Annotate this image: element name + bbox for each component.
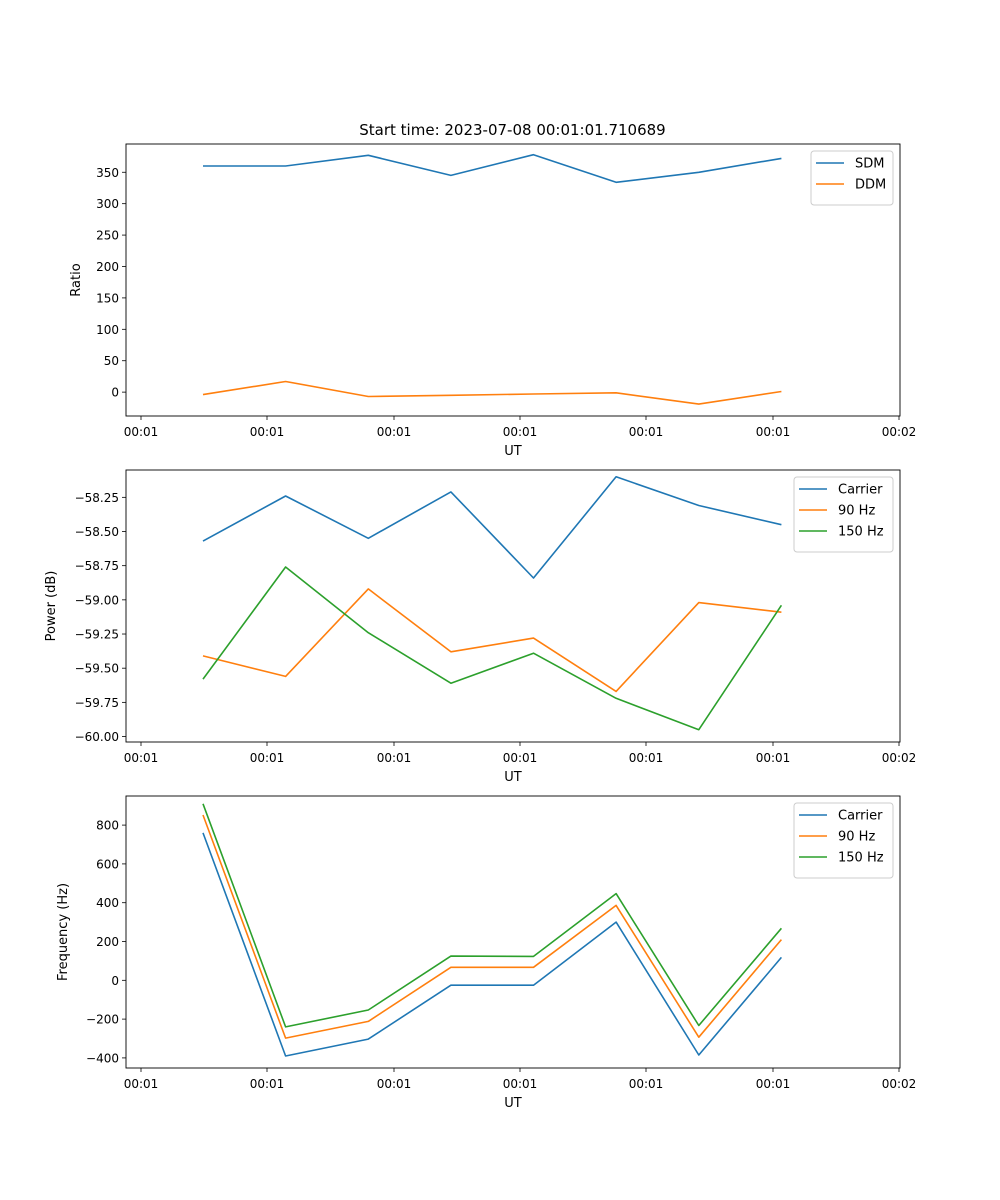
legend-label: DDM [855, 178, 886, 193]
axes-frame [125, 469, 901, 743]
x-tick-label: 00:01 [629, 751, 664, 765]
legend: Carrier 90 Hz 150 Hz [793, 476, 894, 553]
series-line-ddm [202, 380, 782, 405]
x-tick-label: 00:02 [882, 751, 917, 765]
legend-box [793, 802, 894, 879]
x-tick-label: 00:01 [377, 425, 412, 439]
y-tick-label: −58.75 [75, 559, 119, 573]
y-tick-label: 300 [96, 197, 119, 211]
x-tick-label: 00:01 [250, 425, 285, 439]
x-tick-label: 00:02 [882, 425, 917, 439]
y-axis-label: Frequency (Hz) [56, 883, 71, 981]
x-tick-label: 00:01 [250, 1077, 285, 1091]
power-chart: −60.00 −59.75 −59.50 −59.25 −59.00 −58.75 −58.… [44, 469, 917, 785]
y-tick-label: 0 [111, 974, 119, 988]
y-tick-label: 600 [96, 857, 119, 871]
y-tick-label: 50 [104, 354, 119, 368]
x-tick-label: 00:02 [882, 1077, 917, 1091]
figure-title: Start time: 2023-07-08 00:01:01.710689 [359, 121, 665, 139]
legend-label: Carrier [838, 483, 883, 498]
axes-frame [125, 795, 901, 1069]
y-tick-label: −58.50 [75, 525, 119, 539]
y-tick-label: 350 [96, 166, 119, 180]
x-tick-label: 00:01 [124, 1077, 159, 1091]
x-tick-label: 00:01 [756, 1077, 791, 1091]
legend: SDM DDM [810, 150, 894, 206]
y-tick-label: −59.50 [75, 662, 119, 676]
series-line-150-hz [202, 803, 783, 1028]
series-line-90-hz [202, 814, 783, 1039]
x-tick-label: 00:01 [756, 425, 791, 439]
y-tick-label: 100 [96, 323, 119, 337]
y-tick-label: −59.00 [75, 593, 119, 607]
x-tick-label: 00:01 [503, 1077, 538, 1091]
y-tick-label: −59.25 [75, 628, 119, 642]
y-tick-label: 200 [96, 935, 119, 949]
series-line-carrier [202, 832, 783, 1057]
x-axis-label: UT [504, 1096, 522, 1111]
legend-label: 90 Hz [838, 504, 875, 519]
y-tick-label: 400 [96, 896, 119, 910]
x-tick-label: 00:01 [377, 751, 412, 765]
legend-label: Carrier [838, 809, 883, 824]
x-tick-label: 00:01 [629, 425, 664, 439]
series-line-sdm [203, 153, 782, 184]
x-tick-label: 00:01 [503, 751, 538, 765]
legend-box [810, 150, 894, 206]
chart-panels: 0 50 100 150 200 250 300 350 00:01 00:01 00:01 00:0… [44, 143, 917, 1111]
x-tick-label: 00:01 [756, 751, 791, 765]
y-tick-label: 200 [96, 260, 119, 274]
x-tick-label: 00:01 [377, 1077, 412, 1091]
y-tick-label: 150 [96, 291, 119, 305]
y-tick-label: 250 [96, 229, 119, 243]
y-tick-label: 800 [96, 819, 119, 833]
legend-label: SDM [855, 157, 884, 172]
legend-box [793, 476, 894, 553]
x-axis-label: UT [504, 770, 522, 785]
legend: Carrier 90 Hz 150 Hz [793, 802, 894, 879]
x-tick-label: 00:01 [503, 425, 538, 439]
y-tick-label: −400 [86, 1051, 119, 1065]
legend-label: 90 Hz [838, 830, 875, 845]
x-tick-label: 00:01 [250, 751, 285, 765]
y-tick-label: −200 [86, 1013, 119, 1027]
y-tick-label: −59.75 [75, 696, 119, 710]
y-axis-label: Power (dB) [44, 571, 59, 642]
y-tick-label: −58.25 [75, 491, 119, 505]
legend-label: 150 Hz [838, 525, 884, 540]
series-line-90-hz [202, 588, 782, 693]
y-axis-label: Ratio [69, 263, 84, 296]
y-tick-label: −60.00 [75, 730, 119, 744]
x-tick-label: 00:01 [629, 1077, 664, 1091]
series-line-carrier [202, 475, 782, 579]
x-tick-label: 00:01 [124, 751, 159, 765]
ratio-chart: 0 50 100 150 200 250 300 350 00:01 00:01 00:01 00:0… [69, 143, 917, 459]
frequency-chart: −400 −200 0 200 400 600 800 00:01 00:01 00:01 00:0… [56, 795, 917, 1111]
x-tick-label: 00:01 [124, 425, 159, 439]
legend-label: 150 Hz [838, 851, 884, 866]
series-line-150-hz [202, 566, 783, 731]
axes-frame [125, 143, 901, 417]
x-axis-label: UT [504, 444, 522, 459]
y-tick-label: 0 [111, 386, 119, 400]
